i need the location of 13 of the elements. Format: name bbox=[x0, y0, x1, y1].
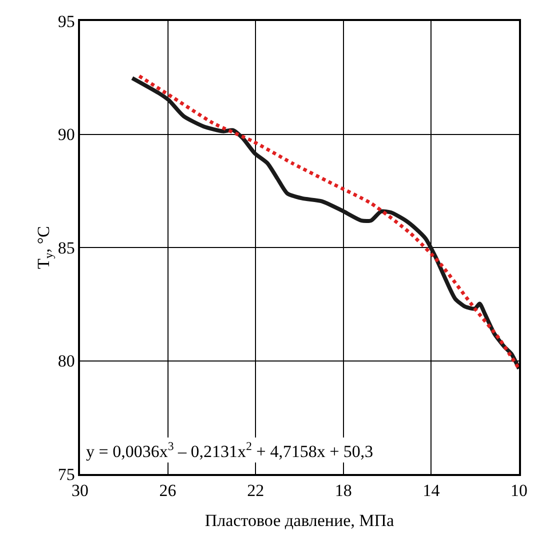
x-tick-label: 18 bbox=[334, 481, 352, 500]
y-tick-label: 85 bbox=[58, 238, 75, 258]
y-tick-label: 75 bbox=[58, 464, 75, 484]
x-axis-title: Пластовое давление, МПа bbox=[204, 511, 395, 530]
y-tick-label: 80 bbox=[58, 352, 75, 371]
x-tick-label: 14 bbox=[422, 481, 440, 500]
x-tick-label: 22 bbox=[247, 481, 264, 500]
y-tick-label: 95 bbox=[58, 12, 75, 31]
x-tick-label: 10 bbox=[510, 481, 528, 500]
annotation: y = 0,0036x$^{3}$ – 0,2131x$^{2}$ + 4,7158x + 50,3 bbox=[86, 439, 374, 462]
x-tick-label: 26 bbox=[159, 481, 176, 500]
y-tick-label: 90 bbox=[58, 125, 75, 144]
x-tick-label: 30 bbox=[72, 481, 88, 500]
